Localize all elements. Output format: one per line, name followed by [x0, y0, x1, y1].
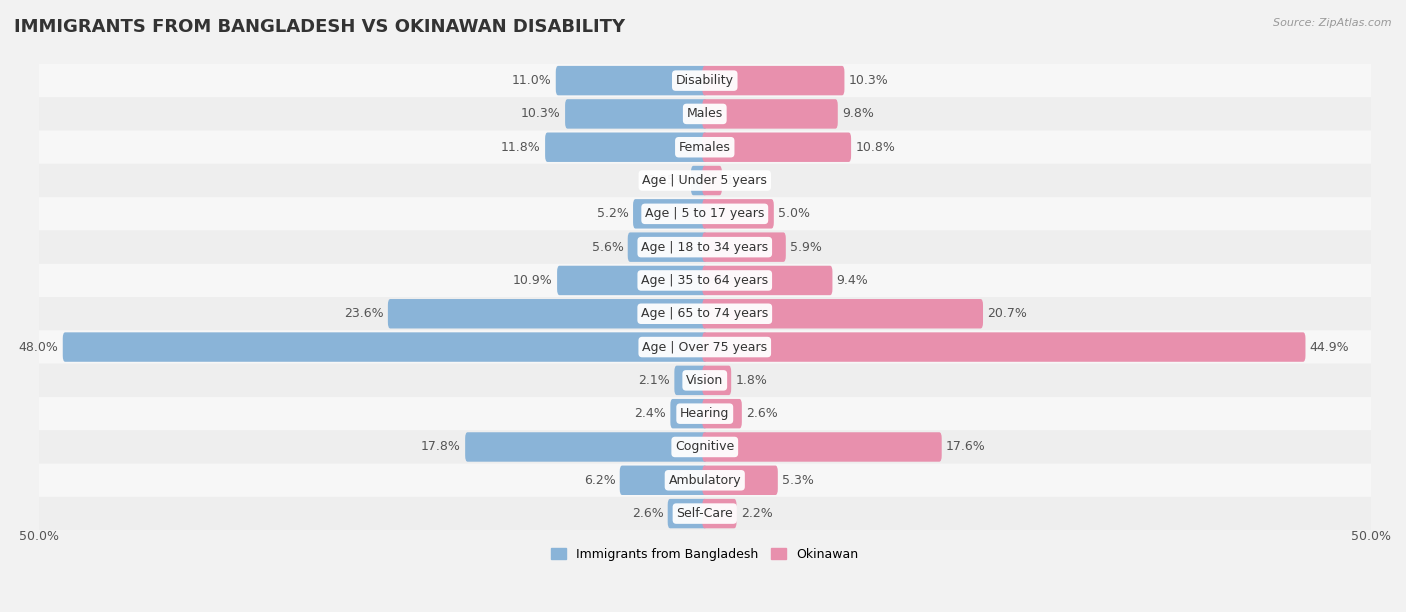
Legend: Immigrants from Bangladesh, Okinawan: Immigrants from Bangladesh, Okinawan: [547, 543, 863, 566]
Text: 5.3%: 5.3%: [782, 474, 814, 487]
FancyBboxPatch shape: [703, 66, 845, 95]
Text: 6.2%: 6.2%: [583, 474, 616, 487]
FancyBboxPatch shape: [565, 99, 707, 129]
Text: Disability: Disability: [676, 74, 734, 87]
Text: 11.8%: 11.8%: [501, 141, 541, 154]
Text: 17.8%: 17.8%: [420, 441, 461, 453]
Text: 10.3%: 10.3%: [849, 74, 889, 87]
FancyBboxPatch shape: [38, 164, 1371, 197]
FancyBboxPatch shape: [703, 99, 838, 129]
FancyBboxPatch shape: [388, 299, 707, 329]
FancyBboxPatch shape: [703, 266, 832, 295]
Text: 17.6%: 17.6%: [946, 441, 986, 453]
FancyBboxPatch shape: [546, 133, 707, 162]
FancyBboxPatch shape: [690, 166, 707, 195]
Text: Age | 5 to 17 years: Age | 5 to 17 years: [645, 207, 765, 220]
Text: 2.1%: 2.1%: [638, 374, 671, 387]
FancyBboxPatch shape: [703, 133, 851, 162]
Text: Age | 35 to 64 years: Age | 35 to 64 years: [641, 274, 768, 287]
Text: IMMIGRANTS FROM BANGLADESH VS OKINAWAN DISABILITY: IMMIGRANTS FROM BANGLADESH VS OKINAWAN D…: [14, 18, 626, 36]
FancyBboxPatch shape: [703, 399, 742, 428]
FancyBboxPatch shape: [38, 364, 1371, 397]
Text: Self-Care: Self-Care: [676, 507, 733, 520]
FancyBboxPatch shape: [38, 497, 1371, 530]
Text: 48.0%: 48.0%: [18, 340, 59, 354]
FancyBboxPatch shape: [38, 330, 1371, 364]
FancyBboxPatch shape: [38, 464, 1371, 497]
Text: 10.9%: 10.9%: [513, 274, 553, 287]
FancyBboxPatch shape: [38, 197, 1371, 231]
Text: 5.9%: 5.9%: [790, 241, 823, 253]
Text: 10.8%: 10.8%: [855, 141, 896, 154]
Text: 23.6%: 23.6%: [344, 307, 384, 320]
Text: Vision: Vision: [686, 374, 724, 387]
Text: 44.9%: 44.9%: [1310, 340, 1350, 354]
Text: Age | 18 to 34 years: Age | 18 to 34 years: [641, 241, 768, 253]
FancyBboxPatch shape: [620, 466, 707, 495]
Text: 50.0%: 50.0%: [1351, 530, 1391, 543]
FancyBboxPatch shape: [38, 64, 1371, 97]
Text: 9.4%: 9.4%: [837, 274, 869, 287]
Text: 5.2%: 5.2%: [598, 207, 628, 220]
Text: 5.6%: 5.6%: [592, 241, 623, 253]
FancyBboxPatch shape: [38, 97, 1371, 130]
Text: Hearing: Hearing: [681, 407, 730, 420]
FancyBboxPatch shape: [555, 66, 707, 95]
Text: 2.4%: 2.4%: [634, 407, 666, 420]
FancyBboxPatch shape: [675, 365, 707, 395]
FancyBboxPatch shape: [703, 199, 773, 228]
FancyBboxPatch shape: [633, 199, 707, 228]
Text: 50.0%: 50.0%: [18, 530, 59, 543]
Text: 2.2%: 2.2%: [741, 507, 772, 520]
Text: 20.7%: 20.7%: [987, 307, 1028, 320]
FancyBboxPatch shape: [703, 299, 983, 329]
FancyBboxPatch shape: [557, 266, 707, 295]
Text: 9.8%: 9.8%: [842, 108, 875, 121]
Text: 11.0%: 11.0%: [512, 74, 551, 87]
FancyBboxPatch shape: [671, 399, 707, 428]
Text: Males: Males: [686, 108, 723, 121]
FancyBboxPatch shape: [627, 233, 707, 262]
Text: Cognitive: Cognitive: [675, 441, 734, 453]
Text: Age | Over 75 years: Age | Over 75 years: [643, 340, 768, 354]
Text: 2.6%: 2.6%: [747, 407, 778, 420]
Text: 1.8%: 1.8%: [735, 374, 768, 387]
FancyBboxPatch shape: [703, 332, 1305, 362]
FancyBboxPatch shape: [703, 432, 942, 461]
FancyBboxPatch shape: [703, 365, 731, 395]
Text: 2.6%: 2.6%: [631, 507, 664, 520]
FancyBboxPatch shape: [703, 166, 721, 195]
Text: Source: ZipAtlas.com: Source: ZipAtlas.com: [1274, 18, 1392, 28]
FancyBboxPatch shape: [38, 264, 1371, 297]
FancyBboxPatch shape: [703, 499, 737, 528]
Text: 1.1%: 1.1%: [725, 174, 758, 187]
Text: 5.0%: 5.0%: [778, 207, 810, 220]
FancyBboxPatch shape: [703, 466, 778, 495]
FancyBboxPatch shape: [703, 233, 786, 262]
FancyBboxPatch shape: [38, 231, 1371, 264]
Text: Females: Females: [679, 141, 731, 154]
FancyBboxPatch shape: [38, 430, 1371, 464]
FancyBboxPatch shape: [63, 332, 707, 362]
FancyBboxPatch shape: [38, 130, 1371, 164]
FancyBboxPatch shape: [38, 397, 1371, 430]
Text: Age | Under 5 years: Age | Under 5 years: [643, 174, 768, 187]
FancyBboxPatch shape: [38, 297, 1371, 330]
Text: 0.85%: 0.85%: [647, 174, 686, 187]
FancyBboxPatch shape: [668, 499, 707, 528]
Text: 10.3%: 10.3%: [522, 108, 561, 121]
Text: Ambulatory: Ambulatory: [668, 474, 741, 487]
FancyBboxPatch shape: [465, 432, 707, 461]
Text: Age | 65 to 74 years: Age | 65 to 74 years: [641, 307, 769, 320]
